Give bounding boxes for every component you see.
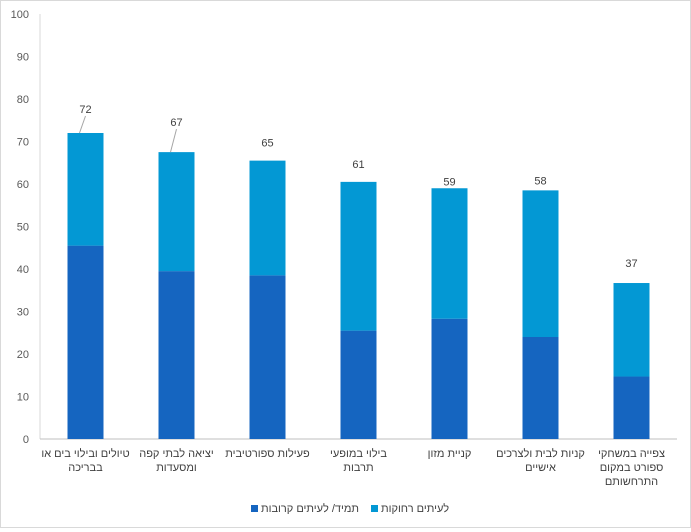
bar-segment-rare — [250, 161, 286, 276]
y-tick-label: 10 — [17, 392, 29, 404]
bar-segment-frequent — [614, 377, 650, 439]
y-tick-label: 70 — [17, 137, 29, 149]
bar-segment-rare — [68, 133, 104, 246]
category-label: יציאה לבתי קפה — [139, 447, 214, 460]
total-data-label: 58 — [534, 175, 546, 187]
leader-line — [80, 116, 86, 133]
bar-segment-rare — [341, 182, 377, 331]
category-label: ספורט במקום — [600, 462, 664, 474]
total-data-label: 65 — [261, 138, 273, 150]
total-data-label: 59 — [443, 176, 455, 188]
total-data-label: 61 — [352, 159, 364, 171]
category-label: פעילות ספורטיבית — [225, 447, 310, 460]
category-label: בבריכה — [68, 462, 103, 474]
bar-segment-rare — [159, 152, 195, 271]
bar-segment-rare — [432, 188, 468, 318]
bars — [68, 133, 650, 439]
category-label: קניית מזון — [428, 448, 472, 460]
total-data-label: 72 — [79, 104, 91, 116]
bar-segment-frequent — [432, 319, 468, 439]
category-label: תרבות — [343, 462, 373, 474]
y-tick-label: 80 — [17, 94, 29, 106]
bar-segment-frequent — [159, 271, 195, 439]
bar-segment-frequent — [523, 337, 559, 439]
category-labels: טיולים ובילוי בים או בבריכה יציאה לבתי קפה… — [41, 447, 665, 488]
total-data-label: 67 — [170, 117, 182, 129]
category-label: טיולים ובילוי בים או — [41, 447, 129, 460]
legend-label: תמיד/ לעיתים קרובות — [261, 502, 359, 515]
bar-segment-rare — [614, 283, 650, 377]
category-label: בילוי במופעי — [330, 447, 387, 460]
category-label: קניות לבית ולצרכים — [496, 447, 585, 460]
y-tick-label: 50 — [17, 222, 29, 234]
category-label: ומסעדות — [156, 462, 197, 474]
legend-swatch — [371, 505, 378, 512]
y-tick-label: 30 — [17, 307, 29, 319]
y-tick-label: 20 — [17, 349, 29, 361]
y-tick-label: 100 — [11, 9, 29, 21]
y-tick-labels: 0 10 20 30 40 50 60 70 80 90 100 — [11, 9, 29, 446]
bar-segment-rare — [523, 190, 559, 337]
leader-line — [171, 129, 177, 152]
legend-label: לעיתים רחוקות — [381, 502, 449, 515]
bar-segment-frequent — [250, 275, 286, 439]
y-tick-label: 40 — [17, 264, 29, 276]
legend: תמיד/ לעיתים קרובות לעיתים רחוקות — [251, 502, 449, 515]
y-tick-label: 60 — [17, 179, 29, 191]
category-label: צפייה במשחקי — [598, 448, 665, 460]
category-label: התרחשותם — [605, 476, 658, 488]
y-tick-label: 0 — [23, 434, 29, 446]
total-data-label: 37 — [625, 258, 637, 270]
legend-swatch — [251, 505, 258, 512]
bar-segment-frequent — [68, 246, 104, 439]
category-label: אישיים — [525, 462, 556, 474]
bar-segment-frequent — [341, 331, 377, 439]
y-tick-label: 90 — [17, 52, 29, 64]
